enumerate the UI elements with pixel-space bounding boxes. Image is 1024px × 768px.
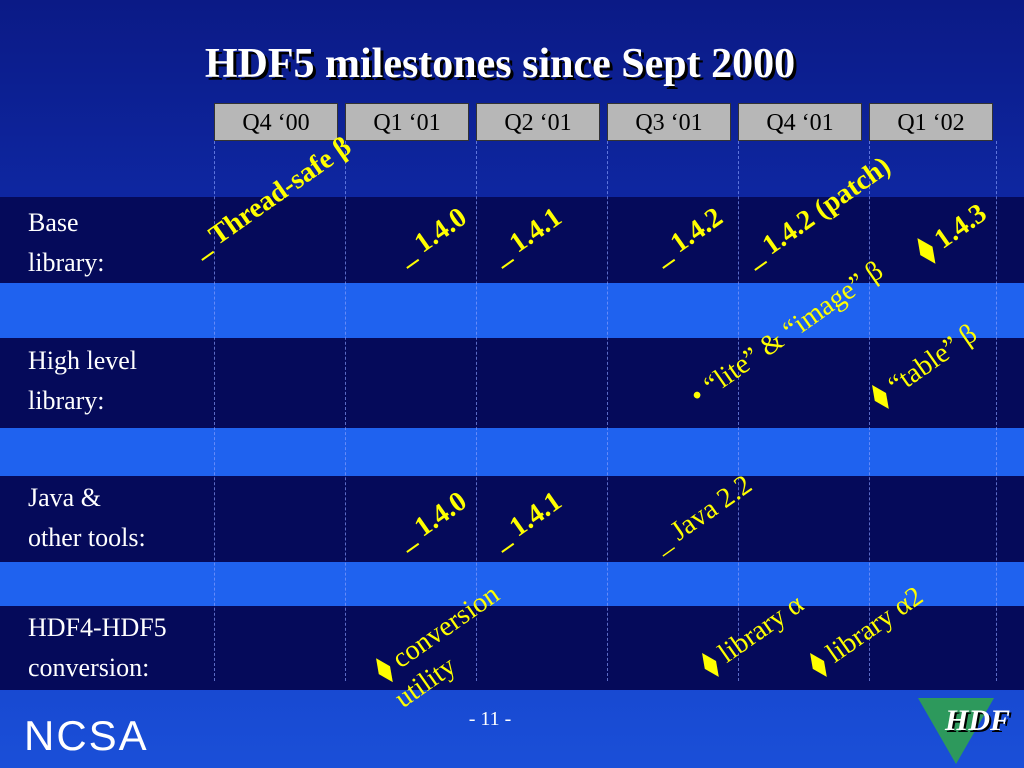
gridline [996,141,997,681]
row-label-base-library: Base library: [28,208,105,277]
hdf-logo: HDF [944,704,1010,737]
band-java-tools [0,476,1024,562]
gridline [345,141,346,681]
gridline [607,141,608,681]
slide-title: HDF5 milestones since Sept 2000 [204,41,796,87]
band-base-library [0,197,1024,283]
band-separator-3 [0,562,1024,606]
gridline [476,141,477,681]
quarter-q1-02: Q1 ‘02 [869,103,993,141]
hdf-logo-triangle-icon [918,698,994,764]
band-high-level-library [0,338,1024,428]
row-label-hdf4-hdf5-conversion: HDF4-HDF5 conversion: [28,613,167,682]
ncsa-logo: NCSA [24,712,149,759]
gridline [214,141,215,681]
quarter-q2-01: Q2 ‘01 [476,103,600,141]
quarter-q4-00: Q4 ‘00 [214,103,338,141]
row-label-high-level-library: High level library: [28,346,138,415]
quarter-q1-01: Q1 ‘01 [345,103,469,141]
quarter-q4-01: Q4 ‘01 [738,103,862,141]
gridline [738,141,739,681]
page-number: - 11 - [468,708,512,730]
row-label-java-tools: Java & other tools: [28,483,146,552]
band-separator-2 [0,428,1024,476]
band-separator-1 [0,283,1024,338]
gridline [869,141,870,681]
quarter-q3-01: Q3 ‘01 [607,103,731,141]
band-hdf4-hdf5-conversion [0,606,1024,690]
